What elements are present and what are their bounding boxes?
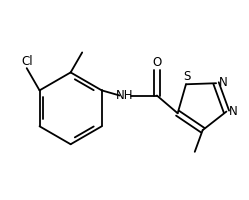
Text: O: O [152, 56, 162, 69]
Text: Cl: Cl [21, 55, 33, 68]
Text: S: S [183, 70, 190, 83]
Text: N: N [218, 76, 227, 89]
Text: N: N [229, 105, 238, 118]
Text: NH: NH [116, 89, 133, 102]
